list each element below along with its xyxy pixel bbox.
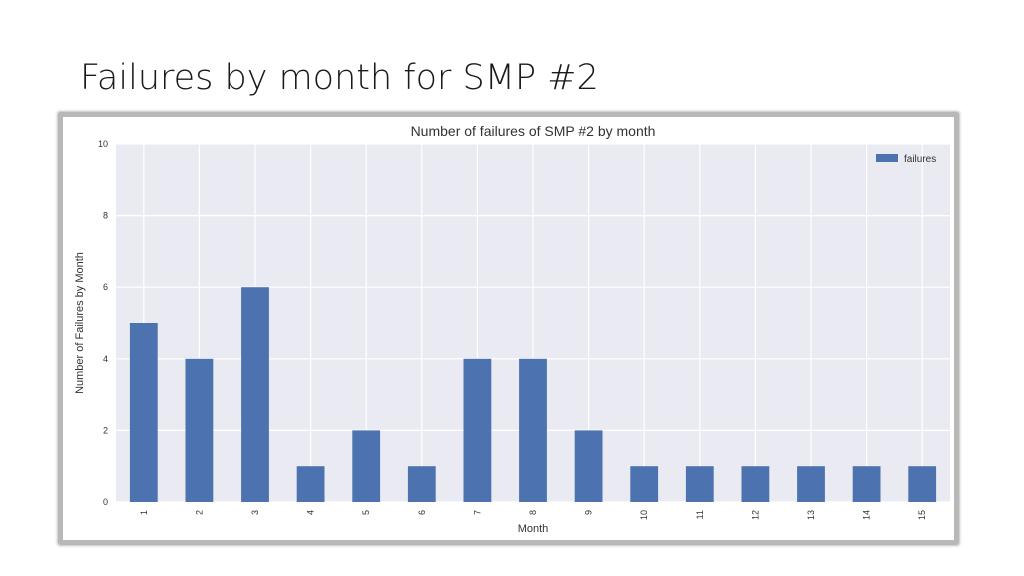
x-tick-label: 2 — [194, 510, 204, 515]
bar — [463, 358, 492, 502]
bars — [129, 287, 937, 502]
bar — [685, 466, 714, 502]
x-tick-label: 8 — [528, 510, 538, 515]
bar — [296, 466, 325, 502]
legend: failures — [876, 154, 936, 165]
bar — [352, 430, 381, 502]
slide-title: Failures by month for SMP #2 — [80, 58, 599, 98]
x-tick-label: 6 — [417, 510, 427, 515]
x-tick-labels: 1 2 3 4 5 6 7 8 9 10 11 12 13 14 15 — [139, 510, 927, 520]
bar — [741, 466, 770, 502]
y-tick-label: 0 — [103, 497, 108, 507]
bar — [519, 358, 547, 502]
chart-title: Number of failures of SMP #2 by month — [411, 123, 656, 139]
legend-swatch — [876, 154, 898, 162]
x-tick-label: 5 — [361, 510, 371, 515]
legend-label: failures — [904, 154, 936, 165]
x-tick-label: 15 — [917, 510, 927, 520]
bar — [407, 466, 436, 502]
bar — [574, 430, 603, 502]
bar — [129, 323, 158, 502]
y-axis-title: Number of Failures by Month — [74, 252, 86, 394]
y-tick-label: 8 — [103, 211, 108, 221]
x-tick-label: 3 — [250, 510, 260, 515]
y-tick-label: 6 — [103, 282, 108, 292]
x-axis-title: Month — [518, 523, 549, 535]
x-tick-label: 9 — [584, 510, 594, 515]
bar — [185, 358, 214, 502]
x-tick-label: 7 — [472, 510, 482, 515]
bar — [797, 466, 825, 502]
y-tick-label: 2 — [103, 425, 108, 435]
x-tick-label: 14 — [862, 510, 872, 520]
y-tick-label: 4 — [103, 354, 108, 364]
x-tick-label: 12 — [750, 510, 760, 520]
x-tick-label: 11 — [695, 510, 705, 519]
bar — [908, 466, 937, 502]
y-tick-label: 10 — [98, 139, 108, 149]
x-tick-label: 4 — [306, 510, 316, 515]
x-tick-label: 1 — [139, 510, 149, 515]
x-tick-label: 13 — [806, 510, 816, 520]
x-tick-label: 10 — [639, 510, 649, 520]
bar — [852, 466, 881, 502]
bar — [630, 466, 659, 502]
bar — [241, 287, 269, 502]
y-tick-labels: 0 2 4 6 8 10 — [98, 139, 108, 507]
chart-image-frame: 0 2 4 6 8 10 1 2 3 4 5 6 7 8 9 10 11 12 13 14 15 Number of … — [59, 113, 958, 544]
